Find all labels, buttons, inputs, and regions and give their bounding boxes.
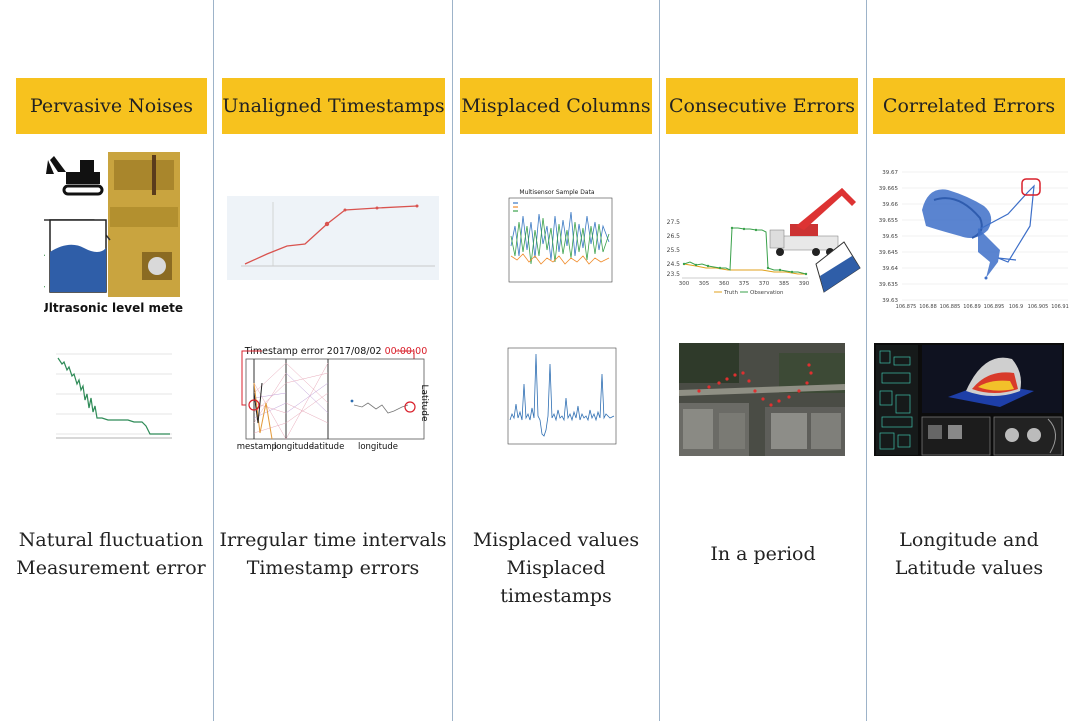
concrete-pump-truck-icon [769,188,856,256]
pc-axis-label: longitude [358,442,398,452]
pcb-image-panel [874,343,1064,456]
svg-text:25.5: 25.5 [667,247,681,254]
caption-line: Misplaced timestamps [500,557,612,607]
svg-text:39.645: 39.645 [879,250,899,256]
svg-text:23.5: 23.5 [667,271,681,278]
timestamp-error-figure: Timestamp error 2017/08/02 00:00:00 Lati… [236,343,436,455]
svg-text:106.89: 106.89 [963,304,981,310]
svg-text:39.63: 39.63 [882,298,898,304]
caption-unaligned-timestamps: Irregular time intervals Timestamp error… [214,526,452,582]
caption-line: Misplaced values [472,529,640,551]
header-correlated-errors: Correlated Errors [873,78,1065,134]
gps-scatter-chart: 39.67 39.665 39.66 39.655 39.65 39.645 3… [868,166,1072,312]
timestamp-line-chart [227,196,439,280]
svg-text:300: 300 [679,281,690,287]
column-divider [659,0,660,721]
svg-text:390: 390 [799,281,810,287]
caption-correlated-errors: Longitude and Latitude values [867,526,1071,582]
svg-text:39.655: 39.655 [879,218,899,224]
svg-text:106.9: 106.9 [1009,304,1023,310]
header-pervasive-noises: Pervasive Noises [16,78,207,134]
header-consecutive-errors: Consecutive Errors [666,78,858,134]
caption-line: Natural fluctuation [18,529,204,551]
caption-line: Irregular time intervals [219,529,447,551]
column-divider [452,0,453,721]
caption-line: Timestamp errors [246,557,420,579]
multisensor-title: Multisensor Sample Data [519,189,595,196]
svg-text:106.91: 106.91 [1051,304,1069,310]
pc-axis-label: latitude [312,442,345,452]
svg-text:26.5: 26.5 [667,233,681,240]
excavator-icon [46,156,104,196]
svg-text:39.665: 39.665 [879,186,899,192]
svg-text:375: 375 [739,281,750,287]
svg-text:305: 305 [699,281,710,287]
pc-axis-label: longitude [274,442,314,452]
svg-text:106.885: 106.885 [940,304,961,310]
svg-text:106.905: 106.905 [1028,304,1049,310]
svg-text:39.635: 39.635 [879,282,899,288]
svg-text:106.88: 106.88 [919,304,937,310]
misplaced-timestamp-chart [494,344,620,456]
legend-truth: Truth [723,290,738,296]
caption-line: Measurement error [16,557,206,579]
consecutive-error-chart: 27.5 26.5 25.5 24.5 23.5 300 305 360 375… [666,180,862,296]
header-misplaced-columns: Misplaced Columns [460,78,652,134]
svg-text:39.64: 39.64 [882,266,898,272]
caption-line: Latitude values [894,557,1044,579]
column-divider [213,0,214,721]
svg-text:24.5: 24.5 [667,261,681,268]
svg-text:106.895: 106.895 [984,304,1005,310]
header-unaligned-timestamps: Unaligned Timestamps [222,78,445,134]
legend-observation: Observation [750,290,784,296]
caption-misplaced-columns: Misplaced values Misplaced timestamps [453,526,659,610]
svg-text:106.875: 106.875 [896,304,917,310]
svg-text:370: 370 [759,281,770,287]
caption-line: In a period [710,543,816,565]
ultrasonic-label: Ultrasonic level meter [44,301,184,315]
caption-pervasive-noises: Natural fluctuation Measurement error [0,526,222,582]
svg-text:39.66: 39.66 [882,202,898,208]
svg-text:360: 360 [719,281,730,287]
svg-text:39.65: 39.65 [882,234,898,240]
caption-consecutive-errors: In a period [660,540,866,568]
column-divider [866,0,867,721]
ultrasonic-meter-figure: Ultrasonic level meter [44,152,184,320]
caption-line: Longitude and [899,529,1039,551]
multisensor-chart: Multisensor Sample Data [497,186,615,292]
aerial-photo [679,343,845,456]
svg-text:39.67: 39.67 [882,170,898,176]
pc-axis-label: timestamp [236,442,277,452]
noise-line-chart [50,350,175,454]
pc-latitude-vertical-label: Latitude [419,384,429,422]
svg-text:27.5: 27.5 [667,219,681,226]
svg-text:385: 385 [779,281,790,287]
